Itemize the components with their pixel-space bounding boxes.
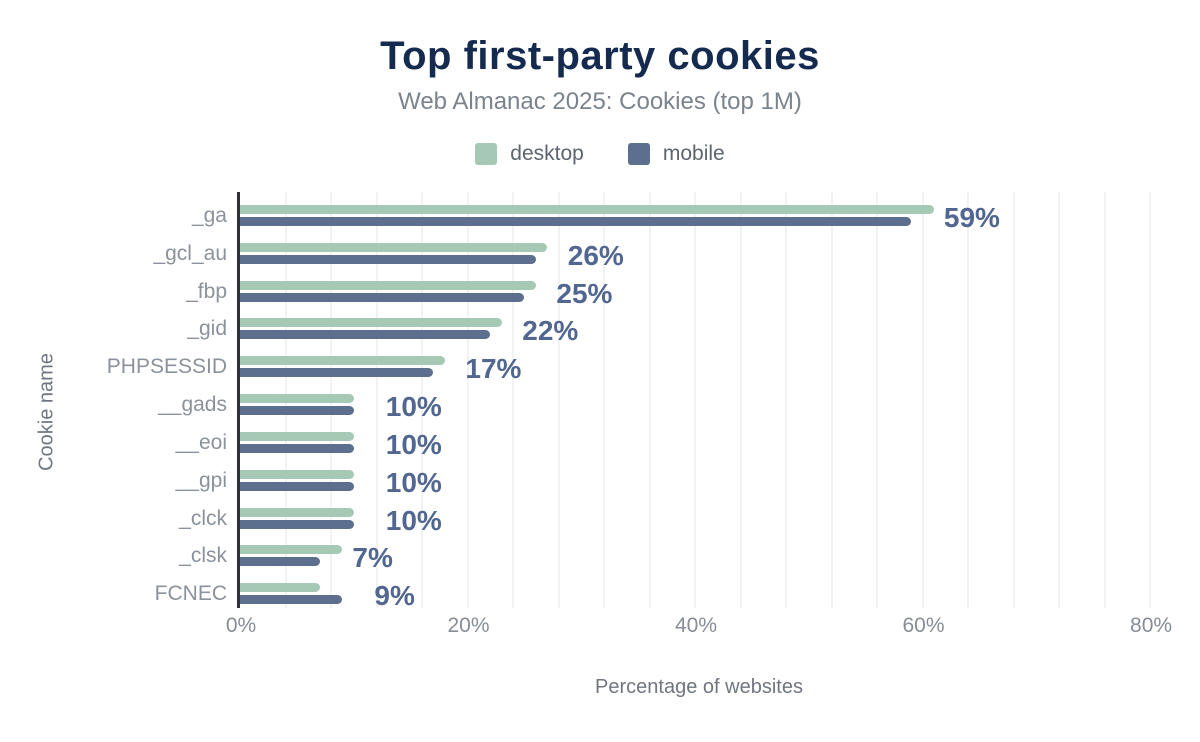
bar-desktop-_clck: [240, 507, 354, 517]
value-label-__gads: 10%: [385, 391, 442, 423]
gridline-56pct: [876, 192, 879, 608]
value-label-_clck: 10%: [385, 504, 442, 536]
category-label-_gcl_au: _gcl_au: [153, 241, 227, 265]
x-tick-20: 20%: [447, 614, 490, 637]
category-label-__gpi: __gpi: [175, 468, 227, 492]
bar-desktop-FCNEC: [240, 583, 320, 593]
legend-item-mobile[interactable]: mobile: [627, 142, 725, 166]
gridline-72pct: [1058, 192, 1061, 608]
x-axis-title: Percentage of websites: [595, 676, 803, 698]
gridline-52pct: [830, 192, 833, 608]
gridline-48pct: [785, 192, 788, 608]
bar-desktop-_gid: [240, 318, 502, 328]
bar-group-_gcl_au: 26%: [240, 234, 1158, 272]
bar-group-_ga: 59%: [240, 196, 1158, 234]
bar-desktop-PHPSESSID: [240, 356, 445, 366]
category-label-_clck: _clck: [179, 506, 227, 530]
category-label-_fbp: _fbp: [186, 279, 227, 303]
legend-label-desktop: desktop: [510, 142, 584, 165]
x-tick-0: 0%: [225, 614, 257, 637]
value-label-_fbp: 25%: [556, 277, 613, 309]
gridline-64pct: [967, 192, 970, 608]
bar-group-_clck: 10%: [240, 499, 1158, 537]
bar-mobile-_clck: [240, 519, 354, 529]
x-tick-40: 40%: [675, 614, 718, 637]
category-label-PHPSESSID: PHPSESSID: [106, 355, 227, 379]
value-label-_gcl_au: 26%: [567, 239, 624, 271]
gridline-24pct: [512, 192, 514, 608]
gridline-44pct: [739, 192, 742, 608]
value-label-FCNEC: 9%: [374, 580, 415, 612]
bar-mobile-_fbp: [240, 292, 525, 302]
category-label-__eoi: __eoi: [175, 430, 227, 454]
x-tick-60: 60%: [902, 614, 945, 637]
category-label-_ga: _ga: [191, 204, 227, 227]
gridline-12pct: [375, 192, 378, 608]
bar-desktop-__gads: [240, 394, 354, 404]
bar-mobile-_gid: [240, 330, 491, 340]
bar-group-__gpi: 10%: [240, 461, 1158, 499]
legend-item-desktop[interactable]: desktop: [475, 142, 584, 166]
gridline-76pct: [1103, 192, 1106, 608]
bar-group-_clsk: 7%: [240, 536, 1158, 574]
bar-group-_gid: 22%: [240, 309, 1158, 347]
bar-mobile-__gads: [240, 406, 354, 416]
value-label-_ga: 59%: [943, 202, 1000, 233]
bar-mobile-_gcl_au: [240, 254, 536, 264]
bar-desktop-_clsk: [240, 545, 343, 555]
value-label-PHPSESSID: 17%: [465, 353, 522, 385]
gridline-68pct: [1012, 192, 1015, 608]
bar-desktop-_gcl_au: [240, 242, 548, 252]
bar-mobile-FCNEC: [240, 595, 343, 605]
bar-desktop-__gpi: [240, 469, 354, 479]
category-label-_clsk: _clsk: [179, 544, 227, 568]
bar-group-_fbp: 25%: [240, 272, 1158, 310]
legend-swatch-desktop: [475, 143, 498, 165]
gridline-20pct: [466, 192, 469, 608]
bar-mobile-__eoi: [240, 443, 354, 453]
gridline-36pct: [648, 192, 651, 608]
bar-desktop-_ga: [240, 205, 934, 214]
bar-group-PHPSESSID: 17%: [240, 347, 1158, 385]
category-label-__gads: __gads: [158, 393, 227, 417]
bar-group-__gads: 10%: [240, 385, 1158, 423]
category-label-_gid: _gid: [187, 317, 227, 341]
bar-group-__eoi: 10%: [240, 423, 1158, 461]
legend-label-mobile: mobile: [662, 142, 725, 165]
gridline-80pct: [1149, 192, 1152, 608]
gridline-60pct: [921, 192, 924, 608]
bar-desktop-__eoi: [240, 431, 354, 441]
bar-group-FCNEC: 9%: [240, 574, 1158, 612]
value-label-_clsk: 7%: [352, 542, 393, 574]
value-label-__gpi: 10%: [385, 466, 442, 498]
gridline-16pct: [421, 192, 423, 608]
bar-mobile-PHPSESSID: [240, 368, 434, 378]
x-tick-80: 80%: [1130, 614, 1173, 637]
value-label-__eoi: 10%: [385, 428, 442, 460]
bar-mobile-_ga: [240, 217, 912, 226]
bar-mobile-_clsk: [240, 557, 320, 567]
legend: desktop mobile: [0, 142, 1200, 166]
bar-desktop-_fbp: [240, 280, 536, 290]
plot-area: 59% _ga 26% _gcl_au 25% _fbp 22% _gid 17% PHPSESS…: [107, 192, 1172, 637]
gridline-40pct: [694, 192, 697, 608]
chart-subtitle: Web Almanac 2025: Cookies (top 1M): [398, 88, 802, 115]
value-label-_gid: 22%: [522, 315, 579, 347]
chart-title: Top first-party cookies: [380, 34, 820, 78]
gridline-32pct: [603, 192, 605, 608]
gridline-28pct: [557, 192, 560, 608]
bar-mobile-__gpi: [240, 481, 354, 491]
category-label-FCNEC: FCNEC: [154, 582, 227, 606]
legend-swatch-mobile: [627, 143, 650, 165]
